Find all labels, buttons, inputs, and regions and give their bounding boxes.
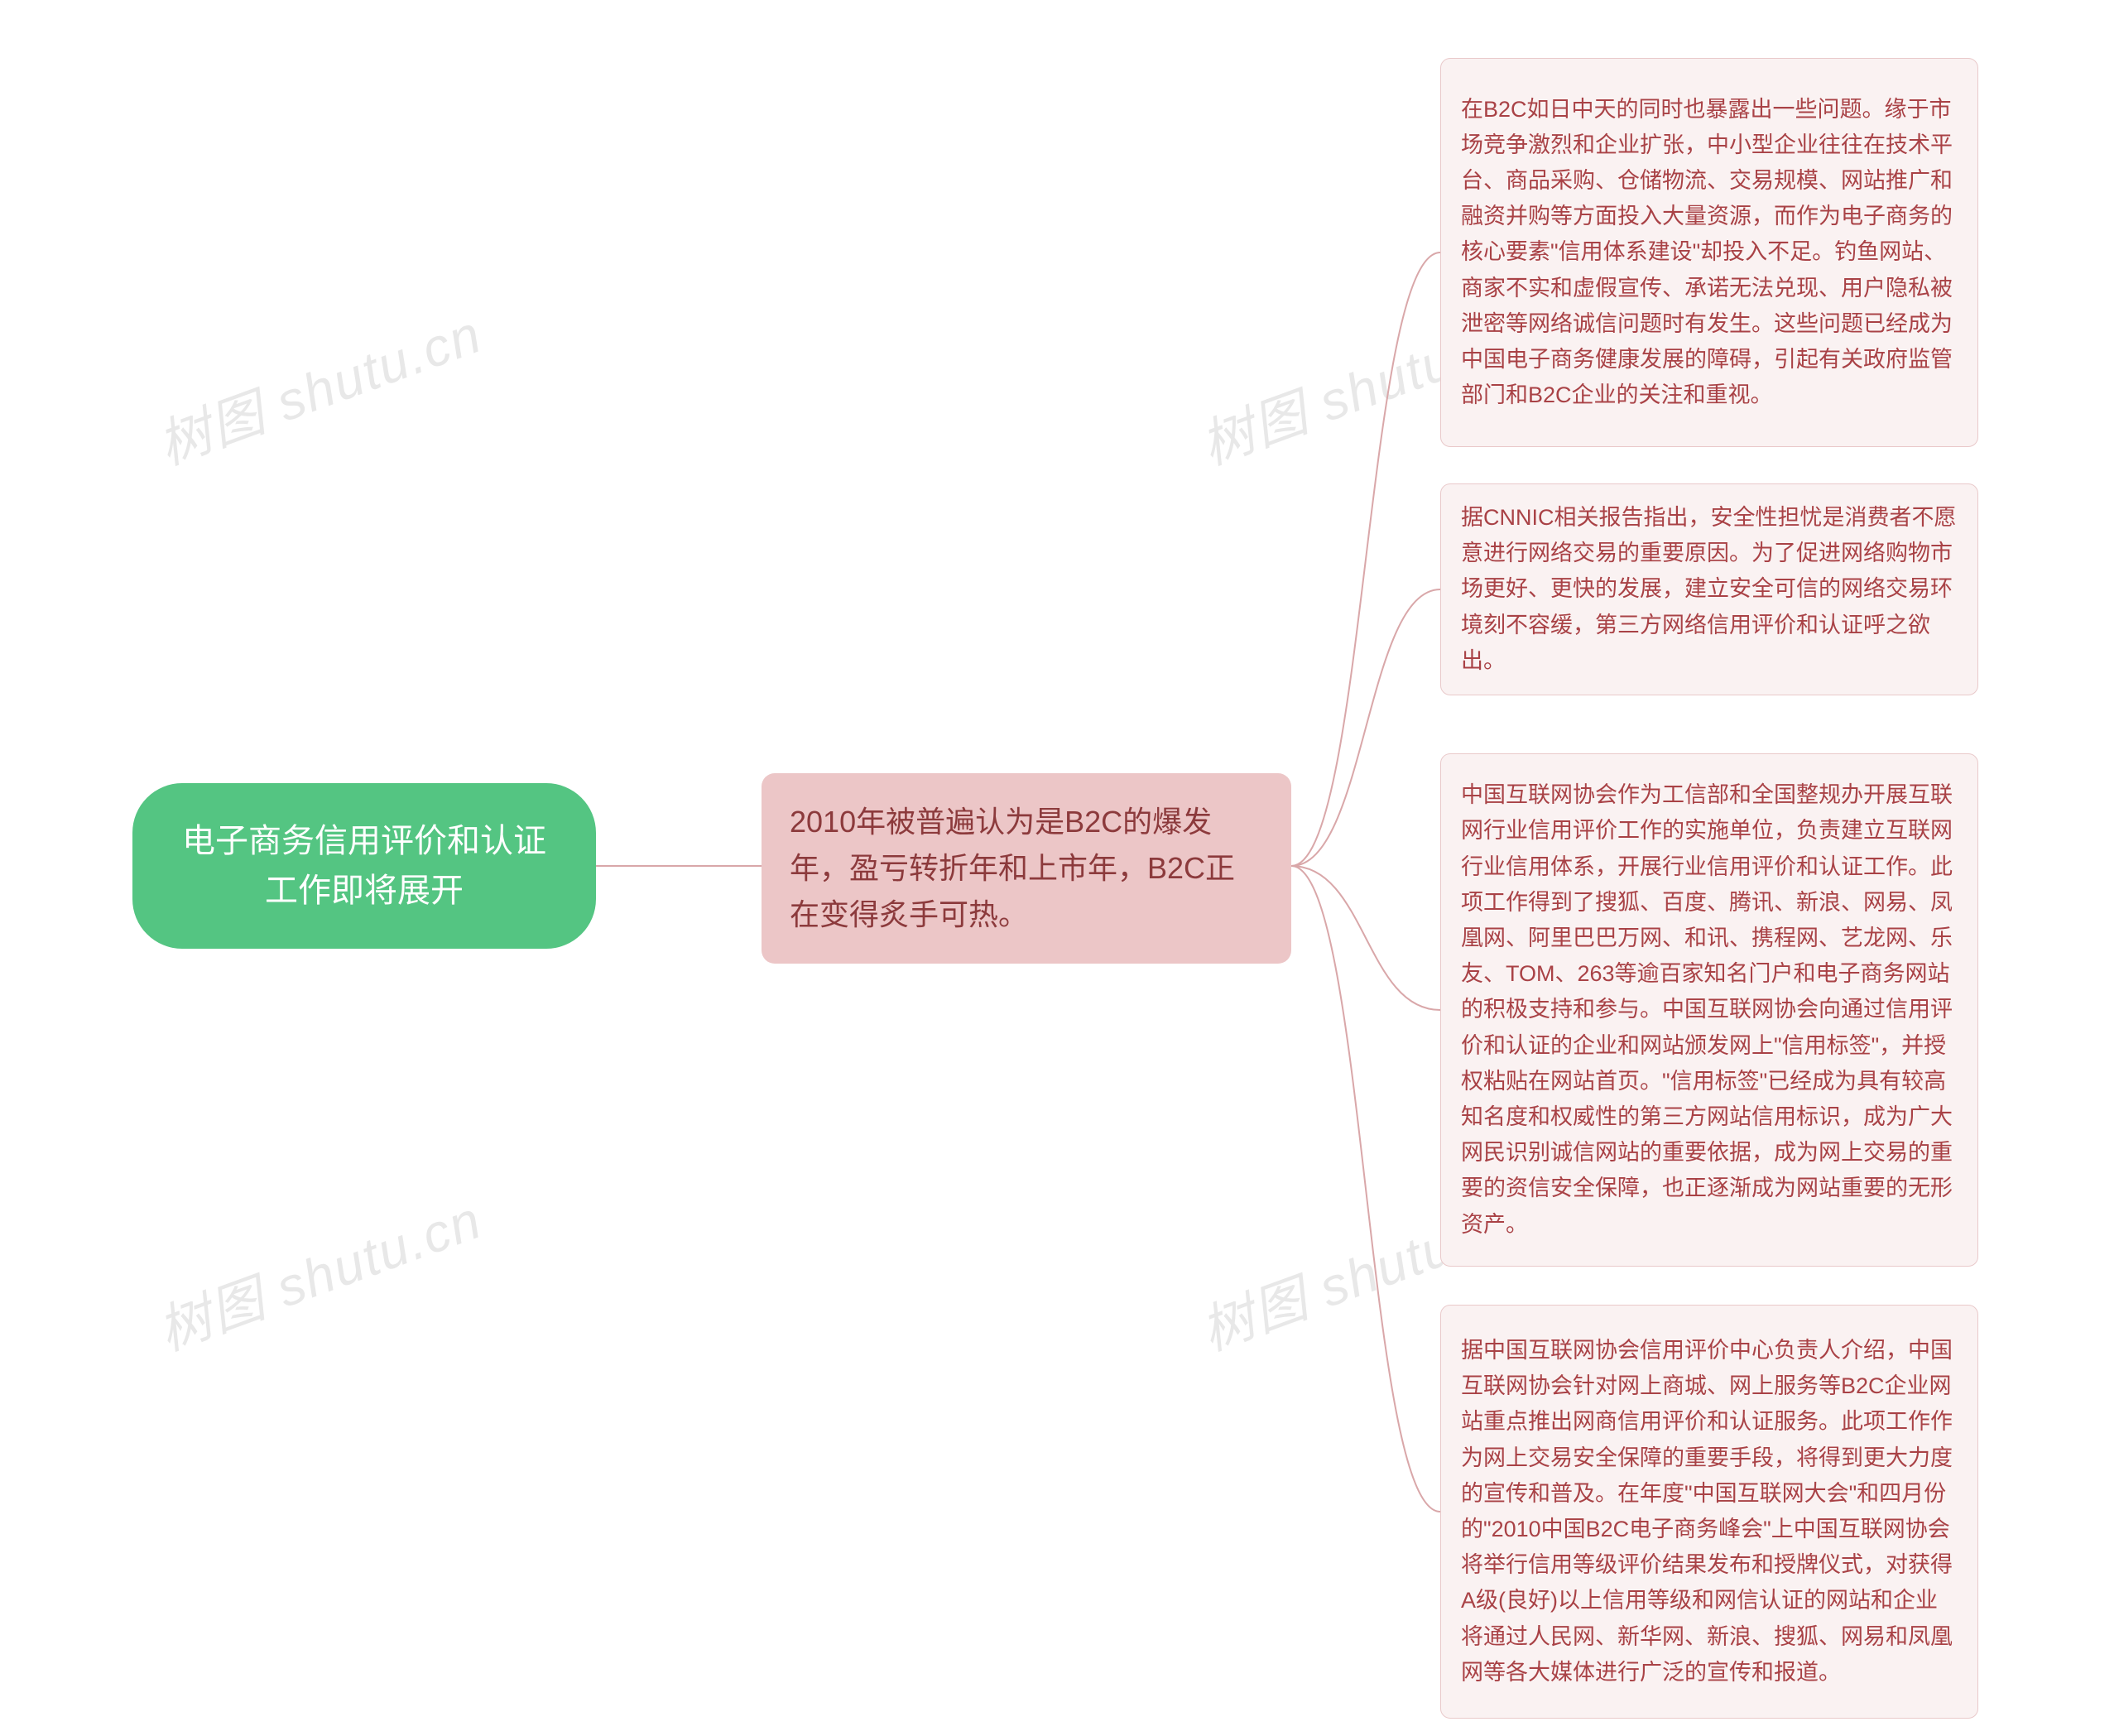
- leaf-node[interactable]: 据CNNIC相关报告指出，安全性担忧是消费者不愿意进行网络交易的重要原因。为了促…: [1440, 483, 1978, 695]
- leaf-node[interactable]: 据中国互联网协会信用评价中心负责人介绍，中国互联网协会针对网上商城、网上服务等B…: [1440, 1305, 1978, 1719]
- watermark: 树图 shutu.cn: [147, 292, 491, 480]
- leaf-label: 据CNNIC相关报告指出，安全性担忧是消费者不愿意进行网络交易的重要原因。为了促…: [1461, 500, 1958, 679]
- leaf-label: 在B2C如日中天的同时也暴露出一些问题。缘于市场竞争激烈和企业扩张，中小型企业往…: [1461, 92, 1958, 414]
- watermark: 树图 shutu.cn: [147, 1178, 491, 1366]
- mindmap-canvas: 树图 shutu.cn 树图 shutu.cn 树图 shutu.cn 树图 s…: [0, 0, 2119, 1736]
- branch-label: 2010年被普遍认为是B2C的爆发年，盈亏转折年和上市年，B2C正在变得炙手可热…: [790, 799, 1263, 937]
- root-node[interactable]: 电子商务信用评价和认证工作即将展开: [132, 783, 596, 949]
- leaf-node[interactable]: 在B2C如日中天的同时也暴露出一些问题。缘于市场竞争激烈和企业扩张，中小型企业往…: [1440, 58, 1978, 447]
- branch-node[interactable]: 2010年被普遍认为是B2C的爆发年，盈亏转折年和上市年，B2C正在变得炙手可热…: [762, 773, 1291, 964]
- root-label: 电子商务信用评价和认证工作即将展开: [175, 816, 553, 916]
- leaf-label: 据中国互联网协会信用评价中心负责人介绍，中国互联网协会针对网上商城、网上服务等B…: [1461, 1333, 1958, 1690]
- leaf-node[interactable]: 中国互联网协会作为工信部和全国整规办开展互联网行业信用评价工作的实施单位，负责建…: [1440, 753, 1978, 1267]
- leaf-label: 中国互联网协会作为工信部和全国整规办开展互联网行业信用评价工作的实施单位，负责建…: [1461, 777, 1958, 1242]
